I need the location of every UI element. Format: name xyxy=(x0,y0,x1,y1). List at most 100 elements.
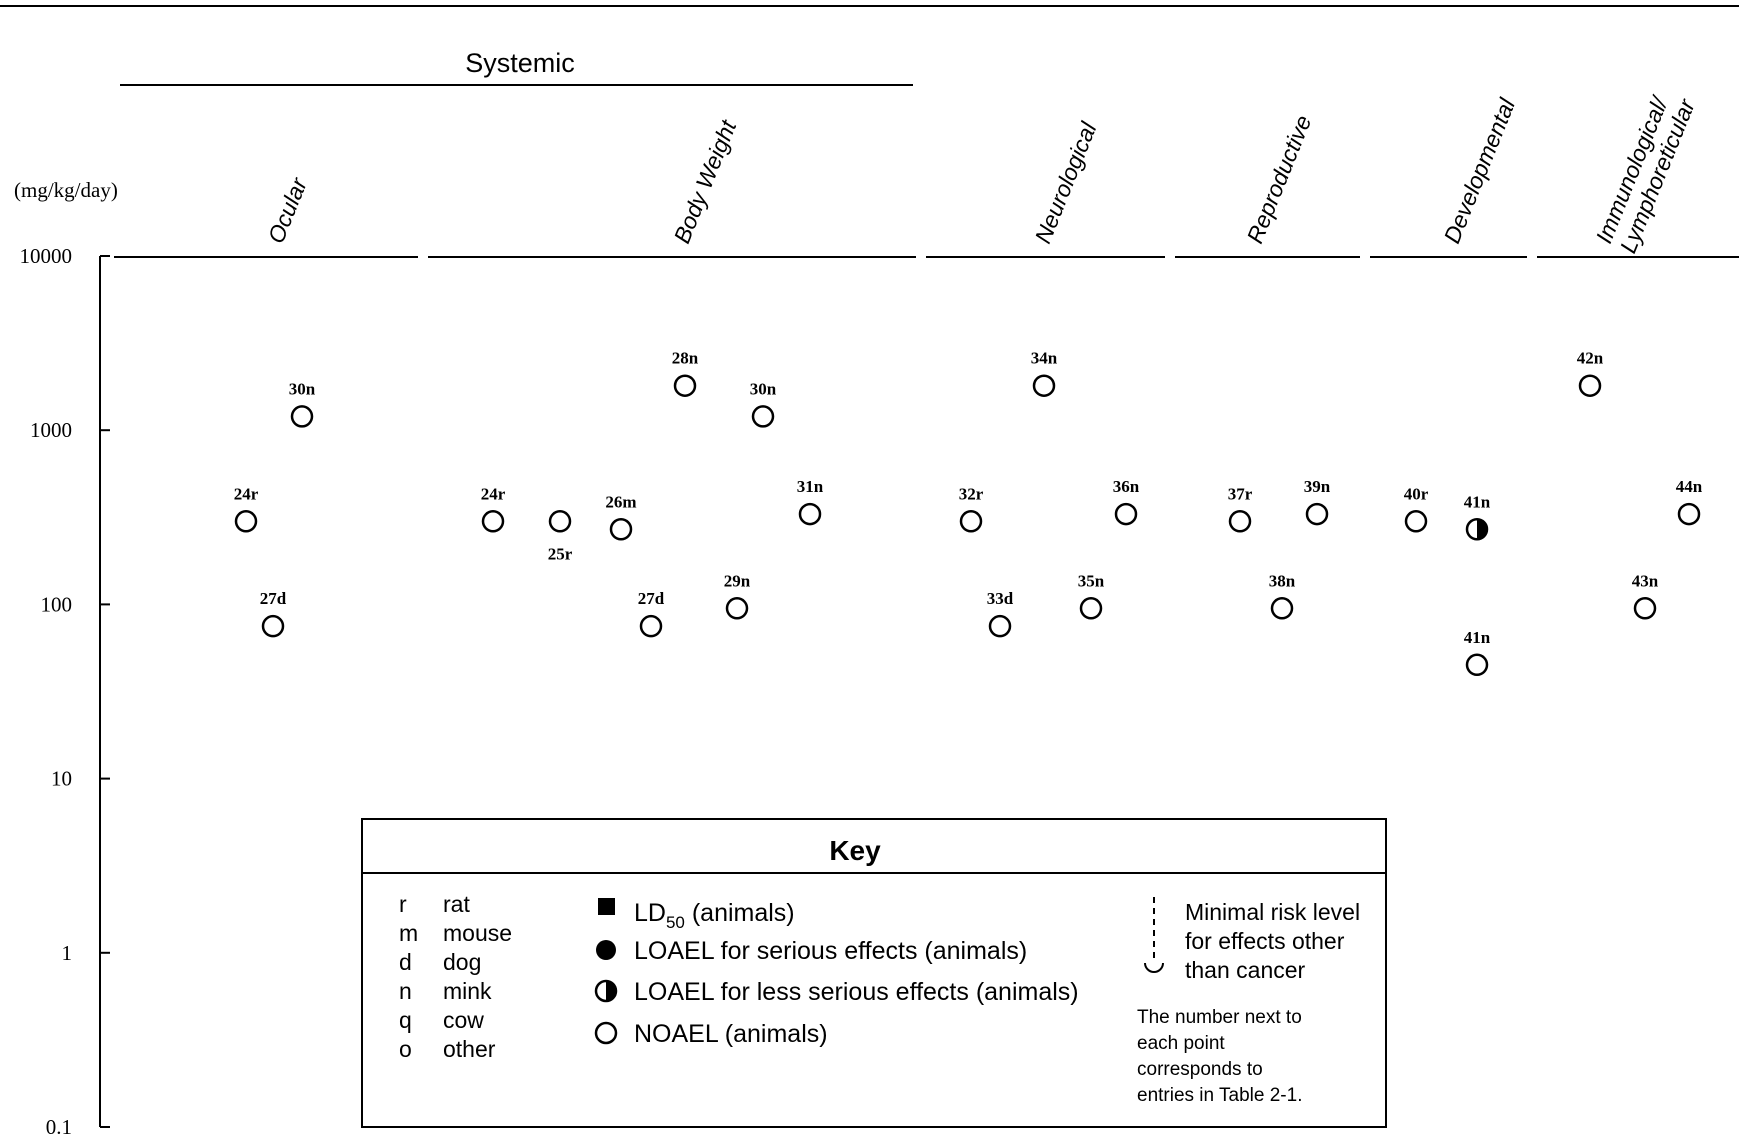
point-noael xyxy=(1465,653,1489,677)
legend-species-name: rat xyxy=(443,891,470,917)
category-label-body_weight: Body Weight xyxy=(669,115,742,247)
point-noael xyxy=(725,597,749,620)
category-label-ocular: Ocular xyxy=(263,173,313,247)
point-noael xyxy=(1228,510,1252,533)
legend-species-code: m xyxy=(399,920,418,946)
point-half-fill xyxy=(1477,519,1487,540)
ld50-square-icon xyxy=(598,898,615,915)
point-noael xyxy=(234,510,258,533)
point-label: 35n xyxy=(1078,571,1105,590)
legend-mrl-line-3: than cancer xyxy=(1185,957,1306,983)
legend-mrl-line-2: for effects other xyxy=(1185,928,1345,954)
y-tick-label: 100 xyxy=(41,592,73,616)
point-noael xyxy=(798,502,822,526)
legend-species-name: cow xyxy=(443,1007,484,1033)
legend-species-name: dog xyxy=(443,949,481,975)
point-label: 34n xyxy=(1031,349,1058,368)
point-noael xyxy=(1032,374,1056,397)
mrl-dashed-arrow-icon xyxy=(1144,897,1164,973)
loael-less-serious-half-circle-icon xyxy=(594,979,618,1003)
point-label: 29n xyxy=(724,571,751,590)
point-label: 25r xyxy=(548,544,573,563)
point-noael xyxy=(609,518,633,541)
legend-species-code: r xyxy=(399,891,407,917)
point-noael xyxy=(1114,502,1138,526)
point-label: 39n xyxy=(1304,477,1331,496)
point-noael xyxy=(959,510,983,533)
legend-note-line-4: entries in Table 2-1. xyxy=(1137,1085,1302,1106)
point-label: 41n xyxy=(1464,492,1491,511)
point-label: 43n xyxy=(1632,571,1659,590)
legend-ld50-subscript: 50 xyxy=(666,913,685,932)
point-label: 26m xyxy=(605,492,636,511)
point-noael xyxy=(548,510,572,533)
point-noael xyxy=(988,614,1012,638)
legend-ld50-label: LD xyxy=(634,899,666,927)
y-tick-label: 1 xyxy=(62,941,73,965)
point-label: 24r xyxy=(481,484,506,503)
point-label: 38n xyxy=(1269,571,1296,590)
point-label: 32r xyxy=(959,484,984,503)
point-label: 30n xyxy=(289,379,316,398)
group-header-systemic: Systemic xyxy=(465,48,575,78)
point-label: 44n xyxy=(1676,477,1703,496)
legend-species-name: other xyxy=(443,1036,496,1062)
legend-note-line-1: The number next to xyxy=(1137,1007,1302,1028)
category-label-neurological: Neurological xyxy=(1030,118,1102,247)
point-label: 28n xyxy=(672,349,699,368)
legend-ld50-suffix: (animals) xyxy=(685,899,795,927)
point-label: 30n xyxy=(750,379,777,398)
point-noael xyxy=(261,614,285,638)
point-label: 37r xyxy=(1228,484,1253,503)
category-label-reproductive: Reproductive xyxy=(1242,111,1317,246)
legend-frame xyxy=(361,818,1387,1128)
y-tick-label: 1000 xyxy=(30,418,72,442)
legend-species-code: n xyxy=(399,978,412,1004)
legend-species-code: d xyxy=(399,949,412,975)
legend-note-line-2: each point xyxy=(1137,1033,1225,1054)
point-label: 27d xyxy=(638,589,665,608)
point-noael xyxy=(1404,510,1428,533)
point-noael xyxy=(1578,374,1602,397)
point-label: 40r xyxy=(1404,484,1429,503)
legend-species-name: mink xyxy=(443,978,492,1004)
legend-loael-serious-label: LOAEL for serious effects (animals) xyxy=(634,937,1027,965)
point-label: 42n xyxy=(1577,349,1604,368)
legend-title: Key xyxy=(829,835,881,866)
loael-serious-filled-circle-icon xyxy=(596,940,616,960)
y-unit-label: (mg/kg/day) xyxy=(14,178,118,202)
point-noael xyxy=(481,510,505,533)
point-noael xyxy=(1305,502,1329,526)
point-label: 33d xyxy=(987,589,1014,608)
legend-species-code: o xyxy=(399,1036,412,1062)
category-label-immuno: Immunological/Lymphoreticular xyxy=(1591,85,1701,257)
point-noael xyxy=(639,614,663,638)
point-label: 31n xyxy=(797,477,824,496)
point-noael xyxy=(1677,502,1701,526)
legend-noael-label: NOAEL (animals) xyxy=(634,1020,828,1048)
legend-species-name: mouse xyxy=(443,920,512,946)
y-tick-label: 10 xyxy=(51,767,72,791)
legend-species-code: q xyxy=(399,1007,412,1033)
y-tick-label: 0.1 xyxy=(46,1115,72,1139)
data-points: 24r 27d 30n 24r 25r 26m 27d 28n 29n 30n 31n 32r 33d 3… xyxy=(234,349,1703,677)
point-label: 36n xyxy=(1113,477,1140,496)
legend-mrl-line-1: Minimal risk level xyxy=(1185,899,1360,925)
point-noael xyxy=(751,405,775,428)
legend-loael-less-serious-label: LOAEL for less serious effects (animals) xyxy=(634,978,1079,1006)
point-noael xyxy=(1079,597,1103,620)
category-label-developmental: Developmental xyxy=(1439,94,1521,247)
point-noael xyxy=(1270,597,1294,620)
legend-ld50-text: LD50 (animals) xyxy=(634,899,795,932)
noael-open-circle-icon xyxy=(594,1021,618,1045)
category-headers: Ocular Body Weight Neurological Reproductiv… xyxy=(114,85,1739,258)
point-noael xyxy=(1633,597,1657,620)
y-tick-label: 10000 xyxy=(20,244,73,268)
legend-note-line-3: corresponds to xyxy=(1137,1059,1263,1080)
y-ticks: 10000 1000 100 10 1 0.1 xyxy=(20,244,110,1139)
point-label: 41n xyxy=(1464,628,1491,647)
point-label: 27d xyxy=(260,589,287,608)
